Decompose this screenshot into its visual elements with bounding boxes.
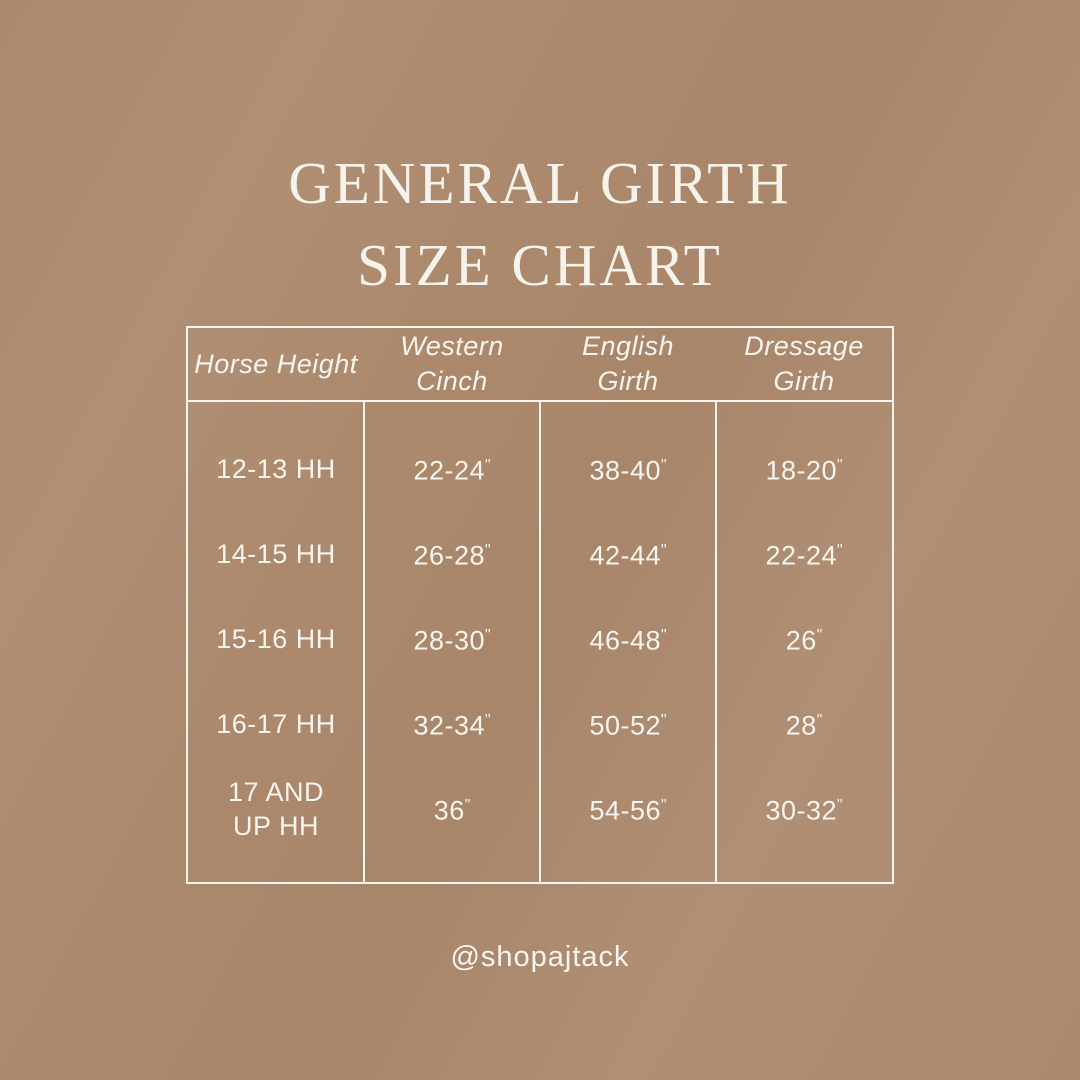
row-label-cell: 17 AND UP HH [227,776,325,841]
table-rows: 12-13 HH 22-24" 38-40" 18-20" 14-15 HH 26-28"… [188,402,892,851]
row-label-cell: 12-13 HH [216,453,336,484]
column-divider [539,402,541,882]
column-header: Horse Height [194,348,358,379]
page-title-line-1: GENERAL GIRTH [288,149,792,216]
page-title: GENERAL GIRTH SIZE CHART [0,142,1080,306]
inch-mark: " [485,457,491,475]
inch-mark: " [661,797,667,815]
column-divider [715,402,717,882]
inch-mark: " [661,542,667,560]
row-label-cell: 16-17 HH [216,708,336,739]
inch-mark: " [661,712,667,730]
value-cell: 22-24" [765,540,843,571]
table-body: 12-13 HH 22-24" 38-40" 18-20" 14-15 HH 26-28"… [188,402,892,882]
value-cell: 54-56" [589,795,667,826]
inch-mark: " [816,712,823,730]
value-cell: 32-34" [413,710,491,741]
inch-mark: " [837,542,843,560]
inch-mark: " [661,627,667,645]
value-cell: 22-24" [413,455,491,486]
value-cell: 30-32" [765,795,843,826]
value-cell: 26" [785,625,823,656]
inch-mark: " [837,457,843,475]
value-cell: 46-48" [589,625,667,656]
inch-mark: " [837,797,843,815]
girth-size-table: Horse Height Western Cinch English Girth Dres… [186,326,894,884]
value-cell: 28" [785,710,823,741]
column-divider [363,402,365,882]
inch-mark: " [485,712,491,730]
row-label-cell: 14-15 HH [216,538,336,569]
value-cell: 42-44" [589,540,667,571]
inch-mark: " [661,457,667,475]
row-label-cell: 15-16 HH [216,623,336,654]
inch-mark: " [464,797,471,815]
table-header-row: Horse Height Western Cinch English Girth Dres… [188,328,892,402]
social-handle: @shopajtack [450,941,630,973]
value-cell: 18-20" [765,455,843,486]
inch-mark: " [816,627,823,645]
inch-mark: " [485,542,491,560]
value-cell: 36" [433,795,471,826]
column-header: English Girth [581,331,675,396]
column-header: Dressage Girth [744,331,864,396]
column-header: Western Cinch [400,331,504,396]
value-cell: 28-30" [413,625,491,656]
value-cell: 38-40" [589,455,667,486]
value-cell: 50-52" [589,710,667,741]
inch-mark: " [485,627,491,645]
page-title-line-2: SIZE CHART [357,231,723,298]
value-cell: 26-28" [413,540,491,571]
